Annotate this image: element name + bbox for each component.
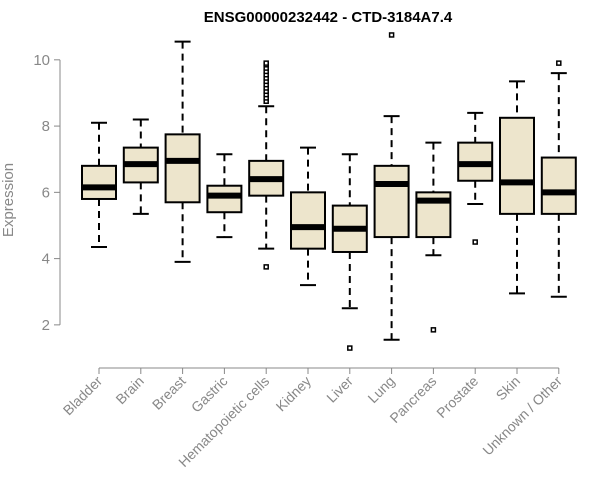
x-tick-label: Breast	[149, 373, 189, 413]
box-kidney	[290, 146, 326, 287]
box-rect	[290, 191, 326, 250]
outlier-point	[556, 60, 562, 66]
outlier-point	[472, 239, 478, 245]
box-hematopoietic-cells	[248, 60, 285, 270]
outlier-point	[263, 60, 269, 66]
x-tick-label: Prostate	[433, 373, 481, 421]
x-tick-label: Liver	[323, 373, 356, 406]
box-rect	[499, 116, 535, 215]
x-tick-label: Unknown / Other	[479, 373, 565, 459]
box-bladder	[81, 121, 117, 249]
y-tick-label: 10	[33, 52, 50, 69]
box-rect	[373, 164, 410, 239]
box-rect	[164, 133, 201, 204]
y-axis: 2 4 6 8 10	[33, 52, 61, 334]
outlier-point	[347, 345, 353, 351]
outlier-point	[263, 264, 269, 270]
x-tick-label: Brain	[112, 373, 146, 407]
y-tick-label: 8	[42, 118, 50, 135]
x-tick-label: Lung	[364, 373, 397, 406]
boxes	[81, 32, 577, 351]
box-unknown-other	[540, 60, 577, 298]
box-lung	[373, 32, 410, 341]
x-tick-label: Skin	[493, 373, 524, 404]
box-liver	[331, 153, 368, 351]
box-prostate	[457, 111, 494, 245]
box-brain	[122, 118, 159, 215]
y-tick-label: 6	[42, 184, 50, 201]
outlier-point	[430, 327, 437, 333]
y-tick-label: 4	[42, 251, 50, 268]
box-gastric	[206, 153, 243, 239]
outlier-point	[388, 32, 395, 38]
x-tick-label: Bladder	[60, 373, 106, 419]
box-skin	[499, 80, 535, 295]
chart-title: ENSG00000232442 - CTD-3184A7.4	[204, 9, 453, 26]
box-rect	[81, 164, 117, 200]
box-breast	[164, 40, 201, 263]
box-rect	[540, 156, 577, 215]
box-pancreas	[415, 141, 452, 333]
y-axis-label: Expression	[0, 163, 17, 237]
y-tick-label: 2	[42, 317, 50, 334]
x-tick-label: Kidney	[273, 373, 315, 415]
box-rect	[206, 184, 243, 214]
